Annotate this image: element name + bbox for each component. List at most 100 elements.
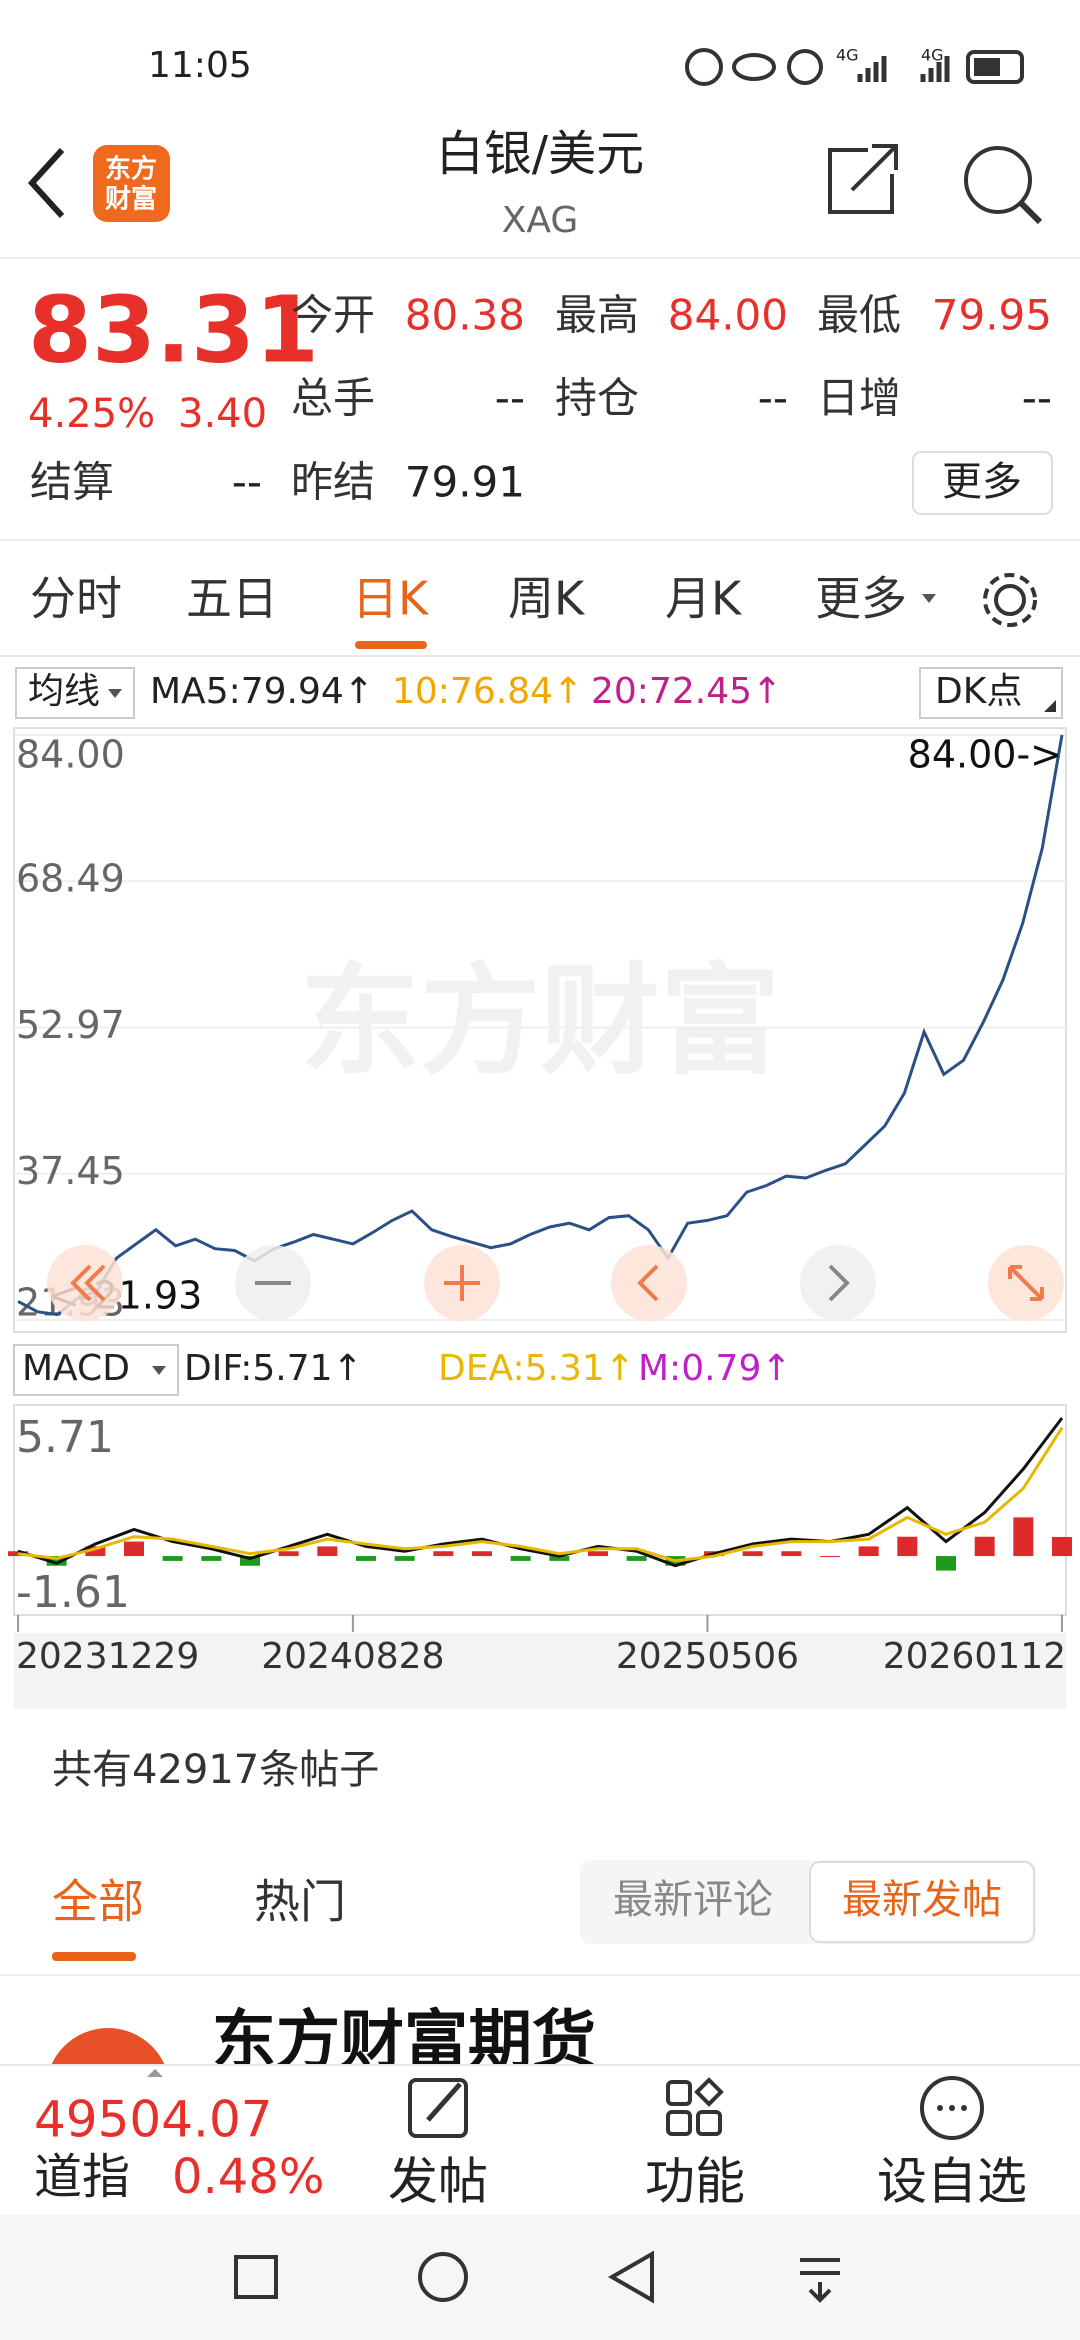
field-value: -- (232, 458, 262, 507)
network-label: 4G (921, 46, 944, 65)
post-count: 共有42917条帖子 (52, 1747, 379, 1793)
back-button[interactable] (27, 147, 65, 219)
post-tab[interactable]: 全部 (52, 1875, 144, 1929)
y-tick-label: 5.71 (16, 1412, 114, 1463)
status-icon (685, 48, 723, 86)
m-bar (433, 1551, 454, 1557)
dif-label: DIF:5.71↑ (184, 1348, 363, 1389)
share-button[interactable] (828, 144, 898, 214)
field-label: 持仓 (555, 374, 639, 423)
status-time: 11:05 (148, 45, 252, 86)
logo-text: 东方 (105, 154, 157, 185)
x-tick-label: 20231229 (16, 1636, 199, 1677)
m-bar (626, 1556, 647, 1561)
dk-button[interactable] (919, 667, 1063, 719)
field-label: 昨结 (291, 458, 375, 507)
tab-underline (355, 641, 427, 649)
search-button[interactable] (964, 146, 1043, 225)
ma20: 20:72.45↑ (591, 671, 782, 712)
macd-chart-frame (13, 1404, 1067, 1616)
m-label: M:0.79↑ (638, 1348, 792, 1389)
dropdown-arrow (922, 594, 936, 603)
m-bar (240, 1556, 260, 1566)
tab[interactable]: 日K (352, 572, 430, 626)
index-change: 0.48% (172, 2149, 324, 2205)
index-name: 道指 (34, 2149, 130, 2205)
tab[interactable]: 周K (508, 572, 586, 626)
m-bar (781, 1551, 802, 1557)
status-icon (732, 53, 776, 81)
m-bar (162, 1556, 183, 1561)
prev-button[interactable] (611, 1245, 687, 1321)
max-label: 84.00-> (908, 733, 1062, 777)
m-bar (510, 1556, 531, 1561)
field-value: -- (758, 374, 788, 423)
m-bar (356, 1556, 376, 1561)
m-bar (974, 1536, 995, 1557)
post-tab[interactable]: 热门 (254, 1875, 346, 1929)
field-label: 结算 (30, 458, 114, 507)
field-value: 79.95 (932, 291, 1052, 340)
status-icon (787, 49, 823, 85)
field-label: 最低 (817, 291, 901, 340)
index-value: 49504.07 (34, 2091, 273, 2149)
expand-arrow (147, 2069, 163, 2077)
action[interactable]: 功能 (645, 2153, 745, 2211)
ma-selector[interactable] (15, 667, 135, 719)
nav-recent[interactable] (234, 2255, 278, 2299)
dropdown-arrow (152, 1366, 166, 1375)
post-tab-underline (52, 1952, 136, 1961)
x-tick-label: 20250506 (616, 1636, 799, 1677)
tab[interactable]: 五日 (186, 572, 278, 626)
tab[interactable]: 更多 (815, 572, 907, 626)
field-value: 84.00 (668, 291, 788, 340)
logo-text: 财富 (105, 184, 157, 215)
chart-controls (47, 1245, 1064, 1321)
tab[interactable]: 月K (665, 572, 743, 626)
ma5: MA5:79.94↑ (150, 671, 374, 712)
nav-menu[interactable] (800, 2258, 840, 2303)
field-value: -- (495, 374, 525, 423)
signal (920, 56, 950, 82)
more-label: 更多 (942, 459, 1022, 505)
nav-back[interactable] (607, 2250, 654, 2304)
price: 83.31 (28, 276, 319, 383)
nav-home[interactable] (418, 2252, 468, 2302)
field-label: 最高 (555, 291, 639, 340)
sort-option[interactable]: 最新发帖 (842, 1877, 1002, 1923)
action[interactable]: 设自选 (877, 2153, 1027, 2211)
battery (966, 50, 1024, 84)
m-bar (201, 1556, 222, 1561)
tab[interactable]: 分时 (30, 572, 122, 626)
watermark: 东方财富 (300, 953, 780, 1092)
x-tick-label: 20240828 (261, 1636, 444, 1677)
post-icon (408, 2078, 468, 2138)
divider (0, 257, 1080, 259)
divider (0, 539, 1080, 541)
m-bar (742, 1551, 763, 1557)
action[interactable]: 发帖 (388, 2153, 488, 2211)
m-bar (1013, 1517, 1034, 1557)
more-button[interactable] (912, 451, 1053, 515)
sort-option[interactable]: 最新评论 (613, 1877, 773, 1923)
m-bar (278, 1551, 299, 1557)
dk-label: DK点 (935, 671, 1022, 712)
sort-active (809, 1861, 1035, 1943)
network-label: 4G (836, 46, 859, 65)
field-label: 日增 (817, 374, 901, 423)
macd-selector[interactable] (13, 1344, 179, 1396)
bottom-bar (0, 2065, 1080, 2215)
change: 3.40 (178, 391, 267, 437)
macd-line (17, 1426, 1064, 1563)
corner-mark (1044, 700, 1056, 712)
signal (857, 56, 887, 82)
m-bar (897, 1536, 918, 1557)
settings-button[interactable] (983, 573, 1037, 627)
next-button[interactable] (800, 1245, 876, 1321)
dropdown-arrow (108, 689, 122, 698)
x-tick-label: 20260112 (883, 1636, 1066, 1677)
m-bar (394, 1556, 415, 1561)
y-tick-label: 37.45 (16, 1149, 125, 1193)
m-bar (472, 1551, 492, 1557)
